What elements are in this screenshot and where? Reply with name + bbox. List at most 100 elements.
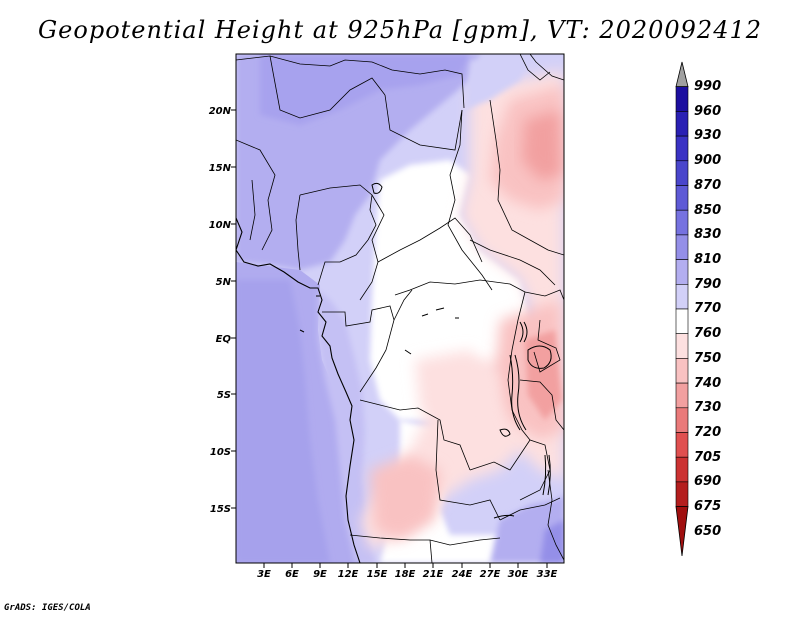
lat-label: 10S bbox=[210, 447, 231, 458]
field-north-highest bbox=[260, 54, 470, 125]
lon-label: 6E bbox=[285, 569, 299, 580]
lon-label: 21E bbox=[423, 569, 444, 580]
coastline-west bbox=[236, 217, 361, 563]
border-gabon bbox=[322, 305, 395, 327]
colorbar-label: 720 bbox=[694, 425, 721, 440]
field-angola-low bbox=[370, 455, 440, 540]
border-drc-angola bbox=[359, 399, 471, 471]
lon-label: 18E bbox=[395, 569, 416, 580]
map-frame bbox=[235, 53, 565, 564]
lake-victoria bbox=[527, 345, 552, 369]
border-sudan-ethiopia bbox=[489, 99, 564, 256]
border-zambia-east bbox=[469, 439, 551, 501]
colorbar-swatch bbox=[675, 111, 689, 137]
border-car-south bbox=[377, 217, 483, 263]
lon-label: 15E bbox=[367, 569, 388, 580]
lake-albert bbox=[519, 321, 528, 343]
border-mali-niger bbox=[269, 55, 386, 119]
colorbar-label: 750 bbox=[694, 351, 721, 366]
colorbar-label: 930 bbox=[694, 128, 721, 143]
colorbar-labels: 990 960 930 900 870 850 830 810 790 770 … bbox=[694, 79, 721, 539]
border-west-vertical bbox=[249, 179, 256, 241]
field-ethiopia-low bbox=[522, 110, 562, 180]
lat-label: 15N bbox=[209, 163, 232, 174]
colorbar-swatch bbox=[675, 481, 689, 507]
lat-label: 15S bbox=[210, 504, 231, 515]
border-congo-drc bbox=[359, 289, 413, 393]
lat-label: 10N bbox=[209, 220, 232, 231]
border-south-sudan bbox=[469, 239, 556, 286]
border-westafrica-inner bbox=[236, 139, 276, 251]
colorbar-label: 900 bbox=[694, 153, 721, 168]
chart-title: Geopotential Height at 925hPa [gpm], VT:… bbox=[38, 16, 762, 44]
colorbar-swatch bbox=[675, 160, 689, 186]
lon-label: 30E bbox=[508, 569, 529, 580]
border-mozambique bbox=[547, 469, 564, 561]
colorbar-arrow-top bbox=[675, 61, 689, 88]
border-nigeria-west bbox=[295, 194, 301, 271]
colorbar-label: 705 bbox=[694, 450, 721, 465]
colorbar-arrow-bottom bbox=[675, 506, 689, 557]
colorbar-label: 730 bbox=[694, 400, 721, 415]
colorbar-label: 870 bbox=[694, 178, 721, 193]
colorbar-label: 960 bbox=[694, 104, 721, 119]
grads-credit: GrADS: IGES/COLA bbox=[4, 603, 91, 613]
border-tanzania bbox=[519, 379, 564, 431]
colorbar-swatch bbox=[675, 86, 689, 112]
colorbar-swatch bbox=[675, 234, 689, 260]
colorbar-swatch bbox=[675, 432, 689, 458]
colorbar-swatch bbox=[675, 382, 689, 409]
lon-label: 12E bbox=[338, 569, 359, 580]
border-car-congo bbox=[394, 279, 526, 296]
colorbar-swatch bbox=[675, 308, 689, 335]
country-borders bbox=[236, 54, 564, 563]
field-kasai-low bbox=[415, 350, 500, 430]
colorbar-label: 990 bbox=[694, 79, 721, 94]
lon-label: 24E bbox=[452, 569, 473, 580]
lon-label: 27E bbox=[480, 569, 501, 580]
lon-label: 3E bbox=[257, 569, 271, 580]
border-drc-east bbox=[507, 291, 531, 441]
field-se-higher bbox=[540, 520, 564, 563]
field-ne-corridor bbox=[465, 54, 530, 110]
border-namibia-botswana bbox=[429, 539, 433, 563]
lat-label: 20N bbox=[209, 106, 232, 117]
colorbar-label: 770 bbox=[694, 301, 721, 316]
colorbar-swatch bbox=[675, 259, 689, 285]
lake-mweru bbox=[499, 428, 511, 437]
lakes bbox=[299, 182, 552, 519]
border-uganda bbox=[524, 289, 564, 301]
colorbar-label: 650 bbox=[694, 524, 721, 539]
border-nigeria-cameroon bbox=[317, 239, 369, 286]
colorbar-swatch bbox=[675, 185, 689, 211]
field-congo-basin bbox=[370, 160, 530, 420]
border-eritrea bbox=[519, 54, 551, 81]
lake-malawi bbox=[542, 454, 551, 496]
lon-label: 9E bbox=[313, 569, 327, 580]
colorbar bbox=[675, 61, 689, 557]
colorbar-label: 690 bbox=[694, 474, 721, 489]
lake-kariba bbox=[493, 514, 515, 519]
colorbar-label: 810 bbox=[694, 252, 721, 267]
colorbar-swatch bbox=[675, 407, 689, 433]
colorbar-swatch bbox=[675, 209, 689, 236]
lon-label: 33E bbox=[537, 569, 558, 580]
lake-chad bbox=[371, 182, 383, 194]
border-ne-coast bbox=[529, 54, 564, 81]
border-chad-sudan bbox=[447, 109, 493, 291]
colorbar-label: 790 bbox=[694, 277, 721, 292]
border-sahara bbox=[236, 55, 465, 109]
colorbar-label: 740 bbox=[694, 376, 721, 391]
border-angola-zambia bbox=[435, 419, 501, 521]
colorbar-label: 760 bbox=[694, 326, 721, 341]
colorbar-swatch bbox=[675, 283, 689, 310]
lat-label: 5S bbox=[217, 390, 231, 401]
colorbar-swatch bbox=[675, 456, 689, 483]
lat-label: 5N bbox=[216, 277, 232, 288]
border-cameroon-car bbox=[359, 194, 385, 301]
lake-tanganyika bbox=[509, 354, 527, 431]
lat-label: EQ bbox=[216, 334, 232, 345]
border-niger-chad bbox=[384, 94, 463, 151]
colorbar-swatch bbox=[675, 333, 689, 359]
